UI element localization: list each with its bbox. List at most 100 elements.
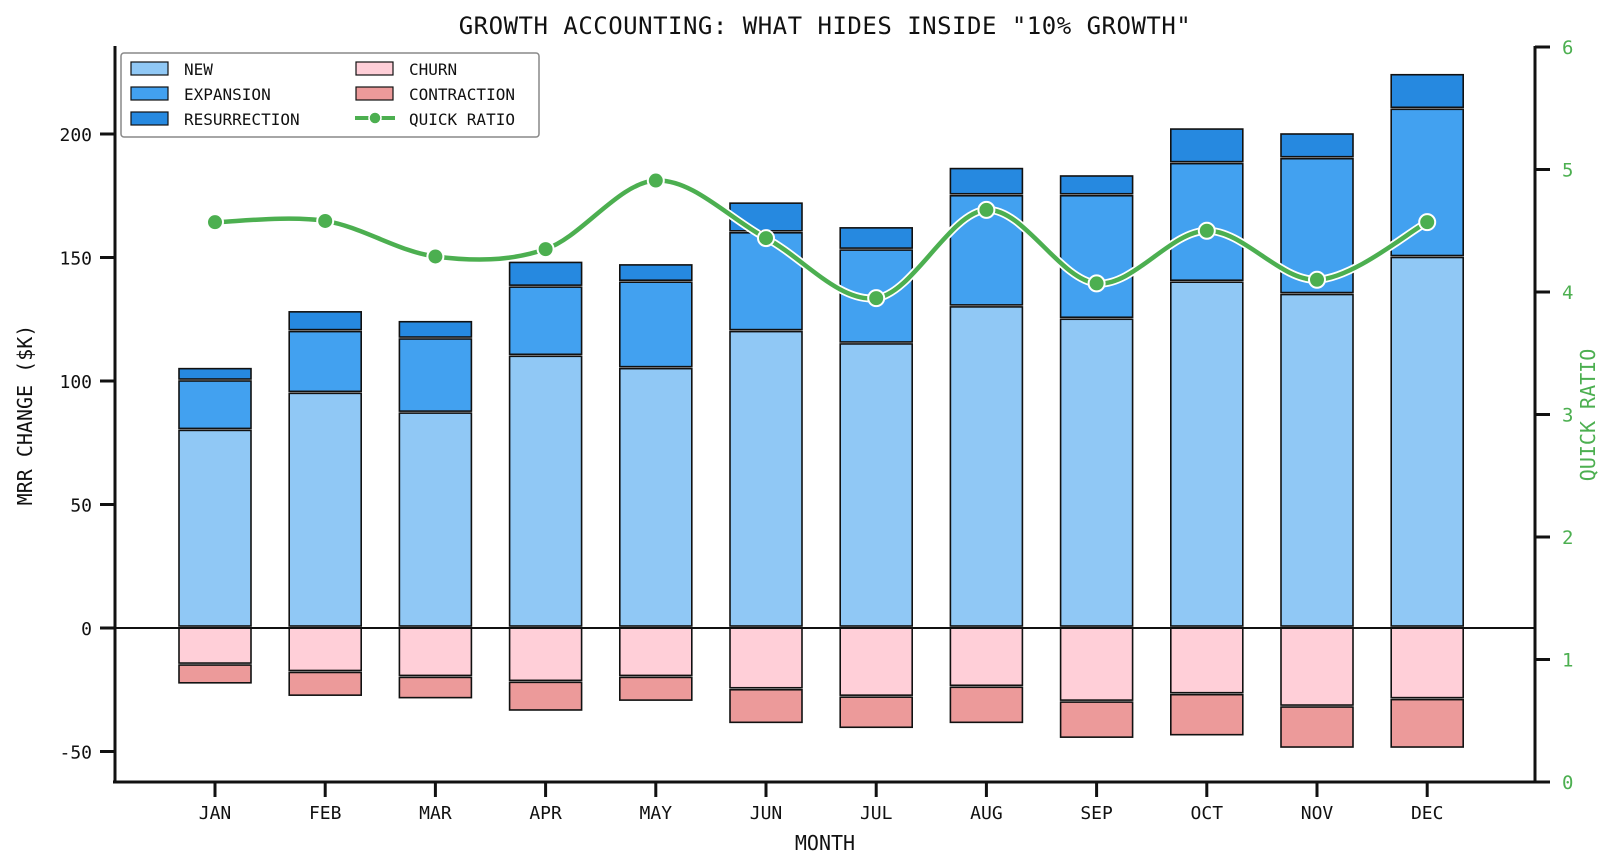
bar-expansion-feb bbox=[288, 330, 363, 393]
right-tick-label: 5 bbox=[1562, 160, 1573, 182]
right-tick-label: 1 bbox=[1562, 650, 1573, 672]
bar-new-may bbox=[618, 367, 693, 627]
legend-label-resurrection: RESURRECTION bbox=[184, 110, 300, 129]
bar-churn-jan bbox=[178, 627, 252, 664]
bar-churn-dec bbox=[1390, 627, 1464, 699]
x-tick-label-may: MAY bbox=[640, 803, 673, 824]
bar-new-dec bbox=[1390, 256, 1464, 627]
x-tick-label-sep: SEP bbox=[1080, 803, 1113, 824]
x-tick-label-jan: JAN bbox=[199, 803, 232, 824]
bar-new-jun bbox=[729, 330, 803, 627]
bar-expansion-jun bbox=[729, 232, 803, 331]
bar-contraction-oct bbox=[1170, 693, 1244, 736]
right-tick-label: 4 bbox=[1562, 282, 1573, 304]
bar-new-sep bbox=[1059, 318, 1134, 627]
legend-marker-quick-ratio bbox=[368, 111, 382, 125]
quick-ratio-line-halo bbox=[211, 176, 1432, 303]
legend-label-new: NEW bbox=[184, 60, 213, 79]
legend-swatch-expansion bbox=[130, 86, 169, 101]
bar-churn-nov bbox=[1280, 627, 1354, 706]
quick-ratio-point-nov bbox=[1308, 270, 1326, 289]
left-tick-label: 0 bbox=[81, 619, 92, 640]
quick-ratio-point-mar bbox=[426, 247, 445, 266]
legend-label-quick-ratio: QUICK RATIO bbox=[409, 110, 515, 129]
x-tick-label-aug: AUG bbox=[970, 803, 1003, 824]
bar-contraction-sep bbox=[1059, 701, 1134, 738]
bar-churn-apr bbox=[508, 627, 583, 682]
left-tick-label: 200 bbox=[59, 125, 92, 146]
bar-resurrection-may bbox=[618, 264, 693, 282]
left-tick-label: 50 bbox=[70, 496, 92, 517]
bar-contraction-mar bbox=[398, 676, 473, 699]
legend-swatch-resurrection bbox=[130, 111, 169, 126]
bar-new-oct bbox=[1170, 281, 1244, 627]
bar-churn-sep bbox=[1059, 627, 1134, 701]
bar-new-mar bbox=[398, 412, 473, 627]
x-tick-label-jul: JUL bbox=[860, 803, 893, 824]
x-tick-label-jun: JUN bbox=[750, 803, 783, 824]
x-tick-label-nov: NOV bbox=[1301, 803, 1334, 824]
bar-resurrection-jul bbox=[839, 227, 914, 249]
x-tick-label-apr: APR bbox=[529, 803, 562, 824]
positive-bars-group bbox=[178, 73, 1464, 627]
bar-contraction-feb bbox=[288, 671, 363, 696]
quick-ratio-point-feb bbox=[316, 211, 335, 230]
quick-ratio-point-jun bbox=[757, 229, 775, 248]
bar-contraction-apr bbox=[508, 681, 583, 711]
legend-swatch-new bbox=[130, 61, 169, 76]
x-axis-label: MONTH bbox=[795, 831, 855, 855]
x-tick-label-mar: MAR bbox=[419, 803, 452, 824]
bar-contraction-jul bbox=[839, 696, 914, 729]
bar-new-jan bbox=[178, 429, 252, 627]
bar-new-nov bbox=[1280, 293, 1354, 627]
bar-expansion-apr bbox=[508, 286, 583, 356]
bar-new-feb bbox=[288, 392, 363, 627]
bar-resurrection-dec bbox=[1390, 73, 1464, 109]
quick-ratio-point-oct bbox=[1197, 221, 1216, 240]
quick-ratio-point-may bbox=[646, 171, 665, 190]
right-ticks-group: 0 1 2 3 4 5 6 bbox=[1535, 37, 1573, 794]
bar-contraction-nov bbox=[1280, 706, 1354, 748]
legend-label-churn: CHURN bbox=[409, 60, 457, 79]
bar-contraction-may bbox=[618, 676, 693, 701]
quick-ratio-point-jul bbox=[867, 289, 886, 308]
legend-frame bbox=[120, 52, 540, 138]
left-tick-label: 100 bbox=[59, 372, 92, 393]
bar-resurrection-sep bbox=[1059, 175, 1134, 195]
x-tick-label-dec: DEC bbox=[1411, 803, 1444, 824]
bar-expansion-may bbox=[618, 281, 693, 368]
legend-swatch-churn bbox=[355, 61, 394, 76]
y-axis-label: MRR CHANGE ($K) bbox=[13, 325, 37, 506]
quick-ratio-point-aug bbox=[977, 200, 996, 219]
bar-resurrection-apr bbox=[508, 261, 583, 286]
bar-expansion-dec bbox=[1390, 108, 1464, 257]
legend: NEW EXPANSION RESURRECTION CHURN CONTRAC… bbox=[120, 52, 540, 138]
left-tick-label: -50 bbox=[59, 743, 92, 764]
quick-ratio-series bbox=[206, 171, 1437, 308]
quick-ratio-point-apr bbox=[536, 240, 555, 259]
right-tick-label: 2 bbox=[1562, 527, 1573, 549]
bar-churn-jul bbox=[839, 627, 914, 696]
bar-resurrection-aug bbox=[949, 167, 1024, 195]
bar-contraction-aug bbox=[949, 686, 1024, 724]
quick-ratio-point-sep bbox=[1087, 274, 1106, 293]
x-tick-label-feb: FEB bbox=[309, 803, 342, 824]
bar-new-jul bbox=[839, 343, 914, 627]
x-ticks-group: JAN FEB MAR APR MAY JUN JUL AUG SEP OCT NOV DEC bbox=[199, 782, 1444, 824]
bar-resurrection-feb bbox=[288, 311, 363, 331]
bar-new-aug bbox=[949, 306, 1024, 627]
legend-swatch-contraction bbox=[355, 86, 394, 101]
left-ticks-group: -50 0 50 100 150 200 bbox=[59, 125, 115, 764]
bar-resurrection-jan bbox=[178, 367, 252, 380]
bar-contraction-dec bbox=[1390, 698, 1464, 748]
legend-label-contraction: CONTRACTION bbox=[409, 85, 515, 104]
bar-churn-feb bbox=[288, 627, 363, 672]
quick-ratio-point-dec bbox=[1418, 213, 1437, 232]
bar-resurrection-nov bbox=[1280, 133, 1354, 158]
left-tick-label: 150 bbox=[59, 249, 92, 270]
right-tick-label: 6 bbox=[1562, 37, 1573, 59]
right-tick-label: 0 bbox=[1562, 772, 1573, 794]
bar-expansion-sep bbox=[1059, 194, 1134, 319]
bar-contraction-jan bbox=[178, 664, 252, 684]
bar-churn-mar bbox=[398, 627, 473, 677]
